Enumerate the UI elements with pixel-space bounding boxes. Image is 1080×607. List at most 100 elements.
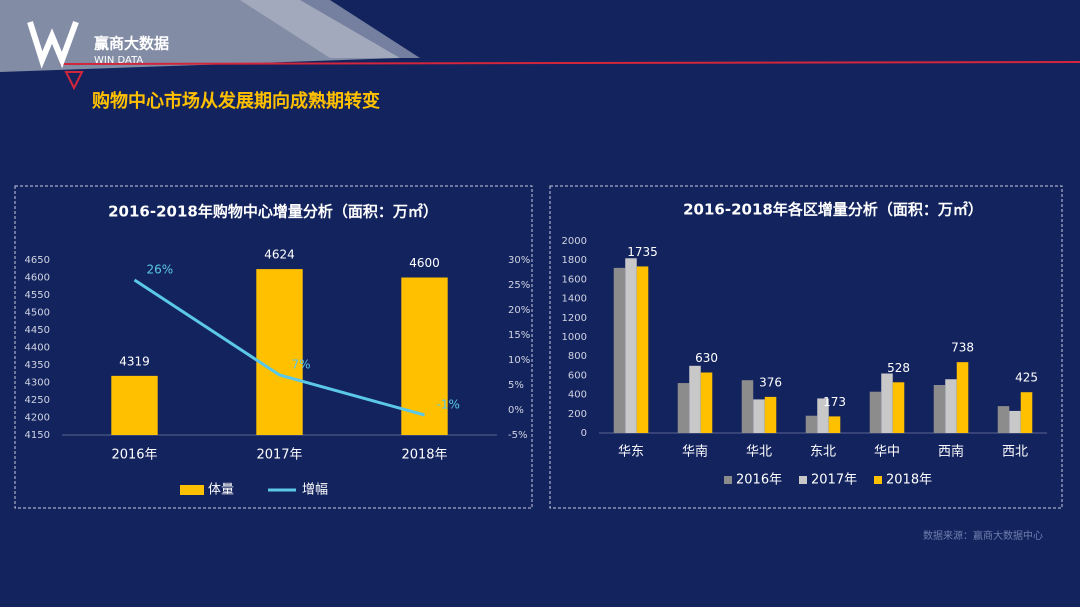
y-tick-label: 4400 [25,343,50,354]
y2-tick-label: 30% [508,255,530,266]
bar [689,365,701,433]
y2-tick-label: 0% [508,405,524,416]
y-tick-label: 4150 [25,430,50,441]
y2-tick-label: 20% [508,305,530,316]
y-tick-label: 4600 [25,273,50,284]
y-tick-label: 600 [568,370,587,381]
y-tick-label: 4450 [25,325,50,336]
bar [892,382,905,433]
legend-swatch [180,485,204,495]
chart-title: 2016-2018年购物中心增量分析（面积：万㎡） [108,203,438,221]
y-tick-label: 1200 [562,313,587,324]
data-label: 738 [951,341,974,355]
x-tick-label: 华北 [746,445,772,460]
bar [111,375,158,435]
bar [401,277,448,435]
header-mark [64,71,84,91]
bar [956,362,969,433]
bar [869,391,882,433]
y-tick-label: 4250 [25,395,50,406]
y-tick-label: 1800 [562,255,587,266]
legend-swatch [799,476,807,484]
y-tick-label: 800 [568,351,587,362]
y-tick-label: 4650 [25,255,50,266]
page-title: 购物中心市场从发展期向成熟期转变 [92,90,380,112]
bar [613,267,626,433]
y2-tick-label: 15% [508,330,530,341]
logo-icon [27,20,79,69]
panel [14,185,533,509]
bar [741,380,754,433]
y-tick-label: 200 [568,409,587,420]
bar [700,372,713,433]
bar [625,258,637,433]
y2-tick-label: 5% [508,380,524,391]
logo-subtext: WIN DATA [94,55,143,66]
x-tick-label: 东北 [810,445,836,460]
legend-label: 2018年 [886,473,932,488]
y2-tick-label: -5% [508,430,527,441]
data-label: 4600 [409,256,440,270]
chart-title: 2016-2018年各区增量分析（面积：万㎡） [683,201,983,219]
bar [1009,410,1021,433]
data-label: 4624 [264,248,295,262]
y-tick-label: 4500 [25,308,50,319]
y-tick-label: 0 [581,428,587,439]
legend-label: 2017年 [811,473,857,488]
bar [817,398,829,433]
panel [549,185,1063,509]
bar [945,379,957,433]
data-label: 425 [1015,371,1038,385]
bar [256,269,303,435]
x-tick-label: 西北 [1002,445,1028,460]
y-tick-label: 4300 [25,378,50,389]
legend-label: 增幅 [302,483,328,498]
bar [764,396,777,433]
data-label: -1% [437,398,460,412]
y2-tick-label: 10% [508,355,530,366]
bar [1020,392,1033,433]
bar [636,266,649,433]
bar [881,373,893,433]
logo-text: 赢商大数据 [94,35,169,53]
y-tick-label: 4350 [25,360,50,371]
bar [753,399,765,433]
bar [828,416,841,433]
line [133,278,425,417]
bar [997,406,1010,433]
x-tick-label: 2016年 [111,448,157,463]
y-tick-label: 4200 [25,413,50,424]
legend-label: 2016年 [736,473,782,488]
y-tick-label: 1000 [562,332,587,343]
legend-label: 体量 [208,483,234,498]
y2-tick-label: 25% [508,280,530,291]
x-tick-label: 2017年 [256,448,302,463]
x-tick-label: 西南 [938,444,964,460]
legend-swatch [724,476,732,484]
y-tick-label: 1600 [562,274,587,285]
bar [677,383,690,433]
y-tick-label: 1400 [562,294,587,305]
legend-swatch [874,476,882,484]
y-tick-label: 400 [568,390,587,401]
data-label: 4319 [119,354,150,368]
data-label: 173 [823,395,846,409]
source-note: 数据来源：赢商大数据中心 [923,529,1043,542]
x-tick-label: 华南 [682,444,708,460]
data-label: 26% [147,263,174,277]
header-band-light [240,0,420,58]
x-tick-label: 华中 [874,445,900,460]
x-tick-label: 2018年 [401,448,447,463]
x-tick-label: 华东 [618,445,644,460]
data-label: 630 [695,351,718,365]
bar [805,415,818,433]
y-tick-label: 4550 [25,290,50,301]
data-label: 376 [759,375,782,389]
data-label: 7% [292,358,311,372]
data-label: 528 [887,361,910,375]
y-tick-label: 2000 [562,236,587,247]
data-label: 1735 [627,245,658,259]
bar [933,385,946,433]
